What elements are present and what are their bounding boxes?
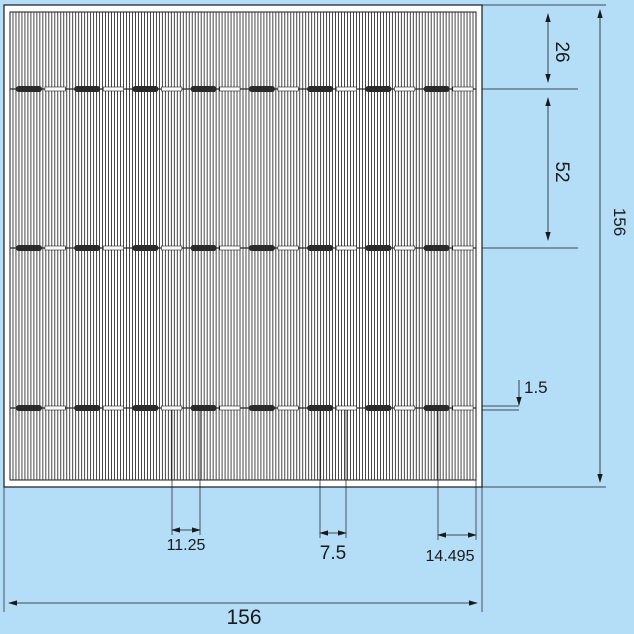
busbar-pad bbox=[248, 86, 276, 92]
label-top-margin: 26 bbox=[551, 41, 572, 62]
busbar-pad bbox=[365, 245, 392, 251]
busbar-pad bbox=[307, 405, 334, 411]
busbar-gap bbox=[452, 405, 474, 411]
busbar-gap bbox=[335, 86, 357, 92]
busbar-gap bbox=[161, 405, 183, 411]
busbar-gap bbox=[277, 86, 299, 92]
busbar-gap bbox=[44, 405, 66, 411]
dimension-lines bbox=[8, 9, 603, 606]
busbar-gap bbox=[335, 405, 357, 411]
label-tab-width: 7.5 bbox=[320, 543, 346, 564]
busbar-gap bbox=[102, 86, 124, 92]
busbar-gap bbox=[219, 245, 241, 251]
busbar-pad bbox=[365, 86, 392, 92]
busbar-gap bbox=[277, 245, 299, 251]
busbar-gap bbox=[394, 245, 416, 251]
busbars bbox=[10, 86, 476, 411]
label-busbar-width: 1.5 bbox=[524, 378, 548, 397]
label-cell-height: 156 bbox=[610, 208, 629, 236]
busbar-gap bbox=[219, 86, 241, 92]
busbar-pad bbox=[74, 86, 101, 92]
busbar-pad bbox=[365, 405, 392, 411]
busbar-pad bbox=[423, 405, 450, 411]
busbar-gap bbox=[44, 245, 66, 251]
busbar-pad bbox=[190, 405, 217, 411]
busbar-pad bbox=[74, 405, 101, 411]
busbar-pad bbox=[132, 86, 159, 92]
busbar-gap bbox=[161, 86, 183, 92]
label-edge-offset: 14.495 bbox=[426, 548, 475, 565]
busbar-pad bbox=[423, 245, 450, 251]
busbar-pad bbox=[132, 405, 159, 411]
label-busbar-pitch: 52 bbox=[551, 161, 572, 182]
busbar-gap bbox=[102, 245, 124, 251]
busbar-pad bbox=[190, 245, 217, 251]
busbar-pad bbox=[248, 405, 276, 411]
busbar-pad bbox=[74, 245, 101, 251]
busbar-pad bbox=[15, 245, 43, 251]
busbar-gap bbox=[161, 245, 183, 251]
busbar-pad bbox=[15, 405, 43, 411]
busbar-pad bbox=[423, 86, 450, 92]
busbar-gap bbox=[394, 405, 416, 411]
busbar-gap bbox=[102, 405, 124, 411]
busbar-pad bbox=[15, 86, 43, 92]
busbar-pad bbox=[132, 245, 159, 251]
busbar-gap bbox=[44, 86, 66, 92]
busbar-gap bbox=[219, 405, 241, 411]
busbar-gap bbox=[452, 245, 474, 251]
label-cell-width: 156 bbox=[226, 606, 261, 629]
busbar-gap bbox=[394, 86, 416, 92]
extension-lines bbox=[3, 4, 606, 612]
busbar-gap bbox=[335, 245, 357, 251]
busbar-gap bbox=[277, 405, 299, 411]
label-segment-gap: 11.25 bbox=[167, 537, 206, 554]
busbar-pad bbox=[307, 245, 334, 251]
busbar-pad bbox=[190, 86, 217, 92]
busbar-pad bbox=[248, 245, 276, 251]
busbar-gap bbox=[452, 86, 474, 92]
busbar-pad bbox=[307, 86, 334, 92]
